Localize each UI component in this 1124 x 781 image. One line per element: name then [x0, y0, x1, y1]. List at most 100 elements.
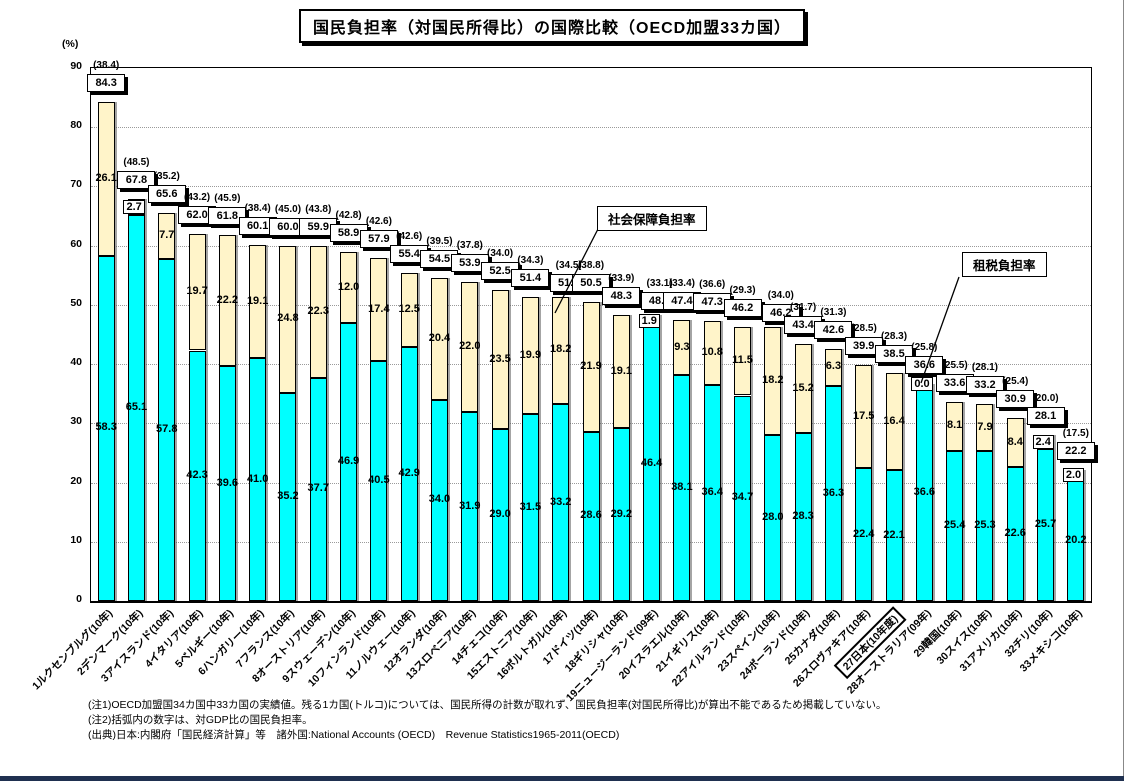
bar-gdp-ratio-label: (39.5)	[426, 236, 453, 248]
y-axis-tick: 10	[70, 533, 82, 546]
tax-value-label: 28.3	[792, 510, 814, 523]
bar-gdp-ratio-label: (37.8)	[456, 239, 483, 251]
bar-social-segment	[946, 402, 964, 451]
bar-gdp-ratio-label: (38.4)	[93, 59, 120, 71]
bar-gdp-ratio-label: (35.2)	[153, 170, 180, 182]
bar	[1006, 418, 1024, 601]
bar-tax-segment	[461, 412, 479, 601]
social-value-label: 18.2	[549, 343, 572, 356]
bar	[279, 245, 297, 601]
bar-social-segment	[309, 246, 327, 378]
bar-tax-segment	[612, 428, 630, 601]
social-value-label: 12.5	[398, 302, 420, 315]
bar-tax-segment	[794, 433, 812, 601]
bar-social-segment	[824, 348, 842, 386]
bar-tax-segment	[370, 361, 388, 601]
bar	[946, 402, 964, 601]
bar-tax-segment	[1037, 448, 1055, 601]
bar-gdp-ratio-label: (34.0)	[767, 290, 794, 302]
bar-tax-segment	[855, 468, 873, 601]
social-value-label: 26.1	[95, 171, 117, 184]
bar-total-label: 33.2	[965, 376, 1004, 395]
bar-social-segment	[218, 235, 236, 367]
tax-value-label: 33.2	[549, 495, 572, 508]
bar-total-label: 55.4	[390, 244, 429, 263]
tax-value-label: 29.0	[489, 508, 511, 521]
bar	[249, 245, 267, 601]
social-security-burden-callout: 社会保障負担率	[597, 206, 707, 231]
y-axis-tick: 60	[70, 237, 82, 250]
chart-title: 国民負担率（対国民所得比）の国際比較（OECD加盟33カ国）	[299, 9, 806, 43]
bar-gdp-ratio-label: (36.6)	[699, 278, 726, 290]
y-axis-tick: 90	[70, 60, 82, 72]
bar	[552, 296, 570, 601]
tax-value-label: 40.5	[368, 474, 390, 487]
bar-social-segment	[976, 404, 994, 452]
bar	[340, 252, 358, 601]
bar-tax-segment	[127, 215, 145, 601]
footer-bar	[0, 776, 1124, 781]
tax-value-label: 25.4	[943, 518, 966, 531]
tax-value-label: 28.6	[580, 509, 602, 522]
bar-total-label: 42.6	[814, 320, 853, 339]
bar-tax-segment	[97, 255, 115, 601]
bar-social-segment	[734, 327, 751, 396]
bar-total-label: 61.8	[208, 207, 247, 225]
bar	[461, 281, 479, 601]
tax-burden-callout: 租税負担率	[962, 252, 1047, 277]
tax-value-label: 42.9	[398, 466, 420, 479]
bar	[309, 246, 327, 601]
bar	[370, 258, 388, 601]
tax-value-label: 46.9	[337, 455, 360, 468]
bar	[794, 343, 812, 601]
social-value-label: 6.3	[825, 360, 842, 373]
bar-total-label: 22.2	[1056, 441, 1095, 460]
bar-social-segment	[461, 281, 479, 413]
tax-value-label: 37.7	[307, 482, 329, 495]
social-value-label: 17.4	[368, 302, 390, 315]
bar-social-segment	[521, 296, 539, 415]
tax-value-label: 20.2	[1065, 534, 1087, 547]
bar-tax-segment	[734, 395, 751, 601]
bar	[824, 348, 842, 601]
bar	[218, 235, 236, 601]
social-value-label: 24.8	[277, 312, 299, 325]
social-value-label: 9.3	[674, 340, 690, 353]
bar-tax-segment	[491, 429, 509, 601]
social-value-label: 19.1	[246, 294, 269, 307]
bar	[158, 212, 176, 601]
y-axis-tick: 80	[70, 119, 82, 132]
bar-total-label: 38.5	[875, 344, 914, 363]
social-value-label: 2.4	[1032, 434, 1054, 449]
social-value-label: 7.7	[159, 228, 175, 241]
bar-tax-segment	[340, 323, 358, 601]
gridline	[91, 186, 1091, 188]
bar-tax-segment	[430, 399, 448, 601]
bar-tax-segment	[309, 377, 327, 601]
bar-gdp-ratio-label: (28.3)	[880, 330, 908, 342]
bar	[734, 327, 751, 601]
tax-value-label: 31.5	[519, 500, 542, 513]
bar-total-label: 62.0	[178, 205, 217, 224]
bar-total-label: 48.3	[602, 286, 641, 305]
bar-social-segment	[794, 343, 812, 434]
bar-gdp-ratio-label: (31.3)	[820, 306, 847, 318]
bar	[97, 101, 115, 601]
bar-total-label: 52.5	[481, 262, 520, 281]
bar-gdp-ratio-label: (42.8)	[335, 210, 362, 222]
bar	[582, 301, 600, 601]
tax-value-label: 36.3	[822, 486, 845, 499]
bar-gdp-ratio-label: (29.3)	[729, 285, 756, 297]
bar-gdp-ratio-label: (28.1)	[971, 362, 998, 374]
tax-value-label: 36.6	[913, 485, 936, 498]
bar	[673, 320, 691, 601]
bar-social-segment	[673, 320, 691, 376]
social-value-label: 19.9	[519, 348, 542, 361]
note-1: (注1)OECD加盟国34カ国中33カ国の実績値。残る1カ国(トルコ)については…	[88, 699, 887, 711]
bar-gdp-ratio-label: (43.8)	[305, 204, 332, 216]
tax-value-label: 34.0	[428, 493, 451, 506]
bar-total-label: 30.9	[996, 390, 1035, 408]
tax-value-label: 22.1	[883, 528, 905, 541]
bar-tax-segment	[764, 435, 782, 601]
